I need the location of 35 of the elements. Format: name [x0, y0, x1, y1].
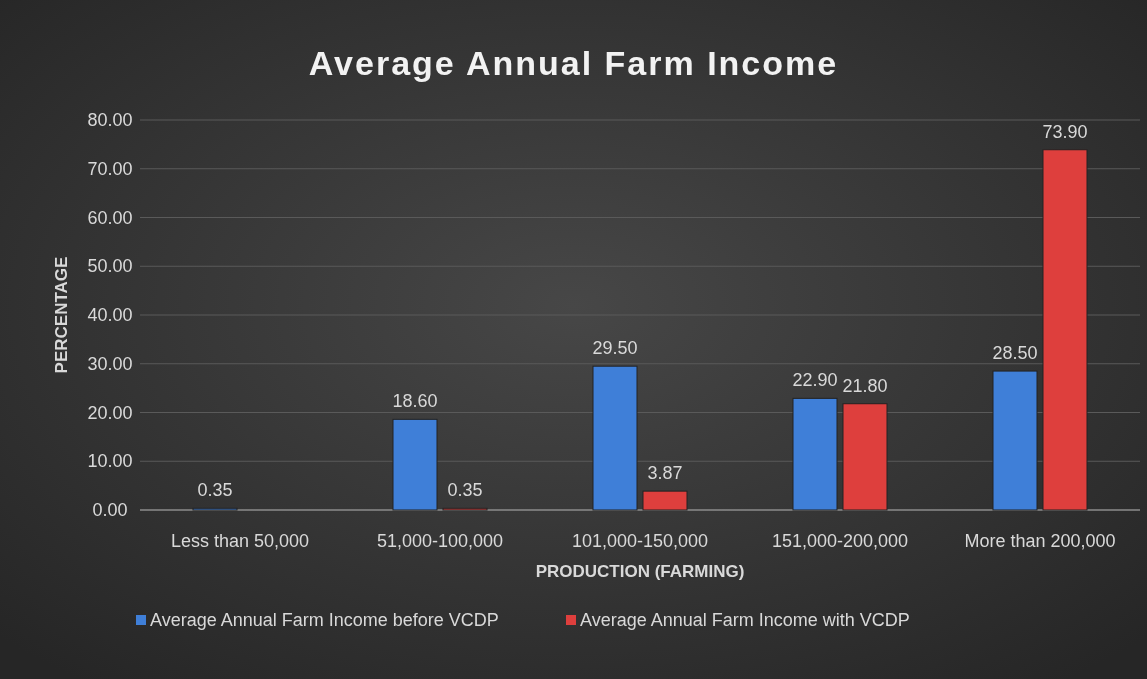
y-tick-label: 50.00	[87, 256, 133, 277]
x-tick-label: 51,000-100,000	[376, 531, 504, 551]
data-label: 3.87	[647, 463, 683, 484]
x-tick-label: More than 200,000	[964, 531, 1116, 551]
bar	[792, 397, 838, 511]
legend-label: Average Annual Farm Income with VCDP	[580, 610, 910, 630]
chart-title: Average Annual Farm Income	[308, 44, 839, 82]
legend-label: Average Annual Farm Income before VCDP	[150, 610, 499, 630]
y-tick-label: 30.00	[87, 353, 133, 374]
bar	[1042, 149, 1088, 511]
y-tick-label: 80.00	[87, 110, 133, 130]
data-label: 29.50	[592, 338, 638, 359]
x-axis-title: PRODUCTION (FARMING)	[535, 562, 745, 581]
data-label: 22.90	[792, 370, 838, 391]
y-axis-title: PERCENTAGE	[52, 256, 71, 374]
x-tick-label: 151,000-200,000	[771, 531, 909, 551]
data-label: 73.90	[1042, 121, 1088, 142]
bar	[392, 418, 438, 511]
data-label: 0.35	[197, 480, 233, 501]
data-label: 21.80	[842, 375, 888, 396]
y-tick-label: 60.00	[87, 207, 133, 228]
y-tick-label: 10.00	[87, 451, 133, 472]
data-label: 18.60	[392, 391, 438, 412]
data-label: 28.50	[992, 343, 1038, 364]
x-tick-label: Less than 50,000	[170, 531, 310, 551]
y-tick-label: 20.00	[87, 402, 133, 423]
bar	[642, 490, 688, 511]
data-label: 0.35	[447, 480, 483, 501]
bar	[842, 403, 888, 511]
bar	[992, 370, 1038, 511]
y-tick-label: 0.00	[92, 500, 128, 520]
bar	[592, 365, 638, 511]
y-tick-label: 70.00	[87, 158, 133, 179]
y-tick-label: 40.00	[87, 305, 133, 325]
x-tick-label: 101,000-150,000	[571, 531, 709, 551]
